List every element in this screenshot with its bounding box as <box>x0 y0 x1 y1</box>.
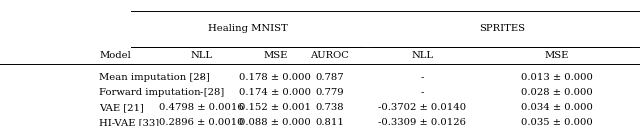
Text: HI-VAE [33]: HI-VAE [33] <box>99 118 159 126</box>
Text: -: - <box>200 73 204 82</box>
Text: MSE: MSE <box>545 51 569 60</box>
Text: -0.3309 ± 0.0126: -0.3309 ± 0.0126 <box>378 118 467 126</box>
Text: 0.738: 0.738 <box>316 103 344 112</box>
Text: NLL: NLL <box>412 51 433 60</box>
Text: 0.174 ± 0.000: 0.174 ± 0.000 <box>239 88 311 97</box>
Text: 0.178 ± 0.000: 0.178 ± 0.000 <box>239 73 311 82</box>
Text: 0.035 ± 0.000: 0.035 ± 0.000 <box>521 118 593 126</box>
Text: Forward imputation [28]: Forward imputation [28] <box>99 88 225 97</box>
Text: NLL: NLL <box>191 51 212 60</box>
Text: 0.034 ± 0.000: 0.034 ± 0.000 <box>521 103 593 112</box>
Text: Model: Model <box>99 51 131 60</box>
Text: Healing MNIST: Healing MNIST <box>208 24 288 33</box>
Text: -: - <box>420 88 424 97</box>
Text: MSE: MSE <box>263 51 287 60</box>
Text: 0.779: 0.779 <box>316 88 344 97</box>
Text: SPRITES: SPRITES <box>479 24 525 33</box>
Text: 0.787: 0.787 <box>316 73 344 82</box>
Text: 0.088 ± 0.000: 0.088 ± 0.000 <box>239 118 311 126</box>
Text: -: - <box>200 88 204 97</box>
Text: -0.3702 ± 0.0140: -0.3702 ± 0.0140 <box>378 103 467 112</box>
Text: 0.013 ± 0.000: 0.013 ± 0.000 <box>521 73 593 82</box>
Text: VAE [21]: VAE [21] <box>99 103 144 112</box>
Text: Mean imputation [28]: Mean imputation [28] <box>99 73 210 82</box>
Text: 0.152 ± 0.001: 0.152 ± 0.001 <box>239 103 311 112</box>
Text: -: - <box>420 73 424 82</box>
Text: 0.4798 ± 0.0016: 0.4798 ± 0.0016 <box>159 103 244 112</box>
Text: 0.811: 0.811 <box>315 118 344 126</box>
Text: AUROC: AUROC <box>310 51 349 60</box>
Text: 0.2896 ± 0.0010: 0.2896 ± 0.0010 <box>159 118 244 126</box>
Text: 0.028 ± 0.000: 0.028 ± 0.000 <box>521 88 593 97</box>
